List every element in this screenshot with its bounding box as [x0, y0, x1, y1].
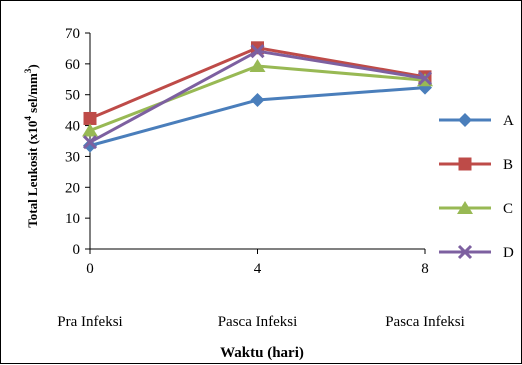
legend-item-c: C — [439, 201, 513, 217]
legend-marker — [457, 244, 473, 260]
legend-label: A — [503, 113, 514, 129]
legend-label: D — [503, 245, 514, 261]
legend-marker — [457, 201, 473, 214]
plot-area: 0 10 20 30 40 50 60 70 0 Pra Infeksi 4 Pasca Infeks… — [57, 26, 464, 330]
x-tick-label: 4 — [254, 261, 262, 277]
data-point — [83, 138, 97, 153]
x-category-label: Pra Infeksi — [57, 314, 122, 330]
data-point — [82, 123, 98, 137]
legend-marker — [458, 113, 472, 127]
legend-item-b: B — [439, 157, 513, 173]
marker-stroke — [417, 71, 433, 86]
y-tick-label: 70 — [65, 26, 80, 42]
y-tick-label: 20 — [65, 180, 80, 196]
legend-item-d: D — [439, 244, 514, 261]
x-tick-label: 8 — [421, 261, 429, 277]
x-tick-label: 0 — [86, 261, 94, 277]
y-tick-label: 0 — [73, 242, 81, 258]
data-point — [83, 111, 97, 125]
y-tick-label: 60 — [65, 57, 80, 73]
series-line — [89, 46, 426, 120]
legend-item-a: A — [439, 113, 514, 129]
x-axis-label: Waktu (hari) — [220, 345, 304, 361]
data-point — [82, 135, 98, 150]
data-point — [250, 92, 265, 107]
y-tick-label: 30 — [65, 149, 80, 165]
series-d — [82, 44, 433, 150]
svg-text:Total Leukosit (x104 sel/mm3): Total Leukosit (x104 sel/mm3) — [23, 64, 40, 227]
data-point — [249, 59, 266, 73]
marker-stroke — [250, 44, 265, 59]
data-point — [417, 71, 433, 86]
y-tick-label: 40 — [65, 119, 80, 135]
y-tick-label: 10 — [65, 211, 80, 227]
marker-stroke — [457, 244, 473, 260]
legend-marker — [458, 157, 472, 171]
y-tick-label: 50 — [65, 88, 80, 104]
x-category-label: Pasca Infeksi — [385, 314, 465, 330]
y-axis-label: Total Leukosit (x104 sel/mm3) — [23, 64, 40, 227]
marker-stroke — [82, 135, 98, 150]
legend-label: C — [503, 201, 513, 217]
legend: A B C D — [439, 113, 514, 261]
x-category-label: Pasca Infeksi — [218, 314, 298, 330]
legend-label: B — [503, 157, 513, 173]
data-point — [250, 44, 265, 59]
